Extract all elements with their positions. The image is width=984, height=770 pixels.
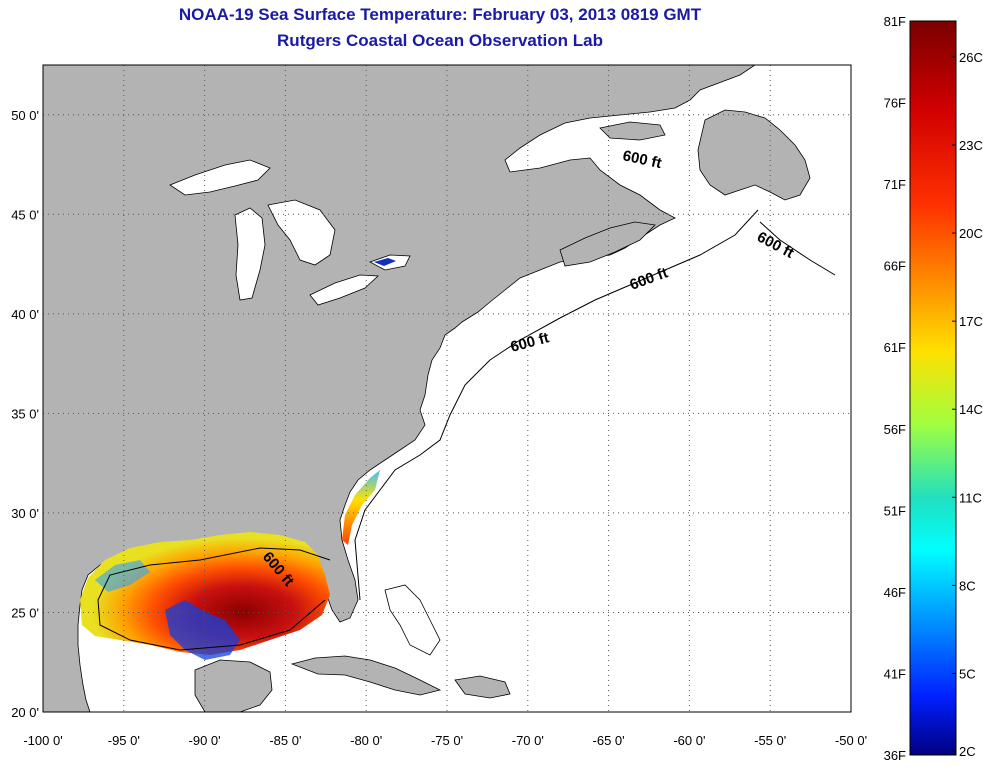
lon-tick-label: -90 0' xyxy=(189,733,221,748)
colorbar-f-label: 36F xyxy=(884,748,906,763)
lake-erie xyxy=(309,274,379,306)
lat-tick-label: 50 0' xyxy=(11,108,39,123)
lake-michigan xyxy=(234,207,266,301)
colorbar-f-label: 76F xyxy=(884,96,906,111)
lon-tick-label: -95 0' xyxy=(108,733,140,748)
colorbar xyxy=(909,20,957,756)
colorbar-c-label: 17C xyxy=(959,314,983,329)
lon-tick-label: -50 0' xyxy=(835,733,867,748)
colorbar-c-label: 11C xyxy=(959,490,982,505)
colorbar-c-label: 23C xyxy=(959,138,983,153)
gulf-cold-patches xyxy=(165,600,240,660)
colorbar-celsius-labels: 26C 23C 20C 17C 14C 11C 8C 5C 2C xyxy=(952,50,983,759)
lake-huron xyxy=(267,199,336,266)
map-subtitle: Rutgers Coastal Ocean Observation Lab xyxy=(277,31,603,50)
colorbar-c-label: 26C xyxy=(959,50,983,65)
lat-tick-label: 30 0' xyxy=(11,506,39,521)
bahamas-banks xyxy=(384,584,441,656)
colorbar-c-label: 5C xyxy=(959,666,976,681)
colorbar-f-label: 81F xyxy=(884,14,906,29)
nova-scotia xyxy=(559,221,656,267)
colorbar-f-label: 66F xyxy=(884,259,906,274)
contour-600ft xyxy=(97,209,836,651)
hispaniola xyxy=(454,675,511,699)
gulf-st-lawrence-island xyxy=(599,121,666,141)
colorbar-f-label: 41F xyxy=(884,666,906,681)
newfoundland xyxy=(697,109,811,201)
lon-tick-label: -70 0' xyxy=(512,733,544,748)
yucatan xyxy=(194,659,273,712)
map-title: NOAA-19 Sea Surface Temperature: Februar… xyxy=(178,5,702,24)
latitude-labels: 20 0' 25 0' 30 0' 35 0' 40 0' 45 0' 50 0' xyxy=(11,108,39,720)
lon-tick-label: -85 0' xyxy=(269,733,301,748)
colorbar-f-label: 51F xyxy=(884,503,906,518)
colorbar-f-label: 56F xyxy=(884,422,906,437)
lat-tick-label: 25 0' xyxy=(11,605,39,620)
lon-tick-label: -80 0' xyxy=(350,733,382,748)
map-frame xyxy=(42,64,852,713)
lon-tick-label: -65 0' xyxy=(593,733,625,748)
lat-tick-label: 40 0' xyxy=(11,307,39,322)
longitude-labels: -100 0' -95 0' -90 0' -85 0' -80 0' -75 0' -70… xyxy=(23,733,867,748)
gulf-sst-field xyxy=(80,532,330,655)
florida-atlantic-sst xyxy=(342,470,380,545)
lon-tick-label: -75 0' xyxy=(431,733,463,748)
lat-tick-label: 35 0' xyxy=(11,406,39,421)
lon-tick-label: -100 0' xyxy=(23,733,62,748)
colorbar-c-label: 20C xyxy=(959,226,983,241)
lat-tick-label: 45 0' xyxy=(11,207,39,222)
colorbar-c-label: 8C xyxy=(959,578,976,593)
lon-tick-label: -60 0' xyxy=(673,733,705,748)
colorbar-c-label: 14C xyxy=(959,402,983,417)
colorbar-c-label: 2C xyxy=(959,744,976,759)
lat-tick-label: 20 0' xyxy=(11,705,39,720)
lake-ontario-ice xyxy=(374,258,396,266)
colorbar-f-label: 46F xyxy=(884,585,906,600)
lon-tick-label: -55 0' xyxy=(754,733,786,748)
colorbar-fahrenheit-labels: 81F 76F 71F 66F 61F 56F 51F 46F 41F 36F xyxy=(884,14,906,763)
colorbar-f-label: 61F xyxy=(884,340,906,355)
colorbar-f-label: 71F xyxy=(884,177,906,192)
lake-superior xyxy=(169,159,271,196)
